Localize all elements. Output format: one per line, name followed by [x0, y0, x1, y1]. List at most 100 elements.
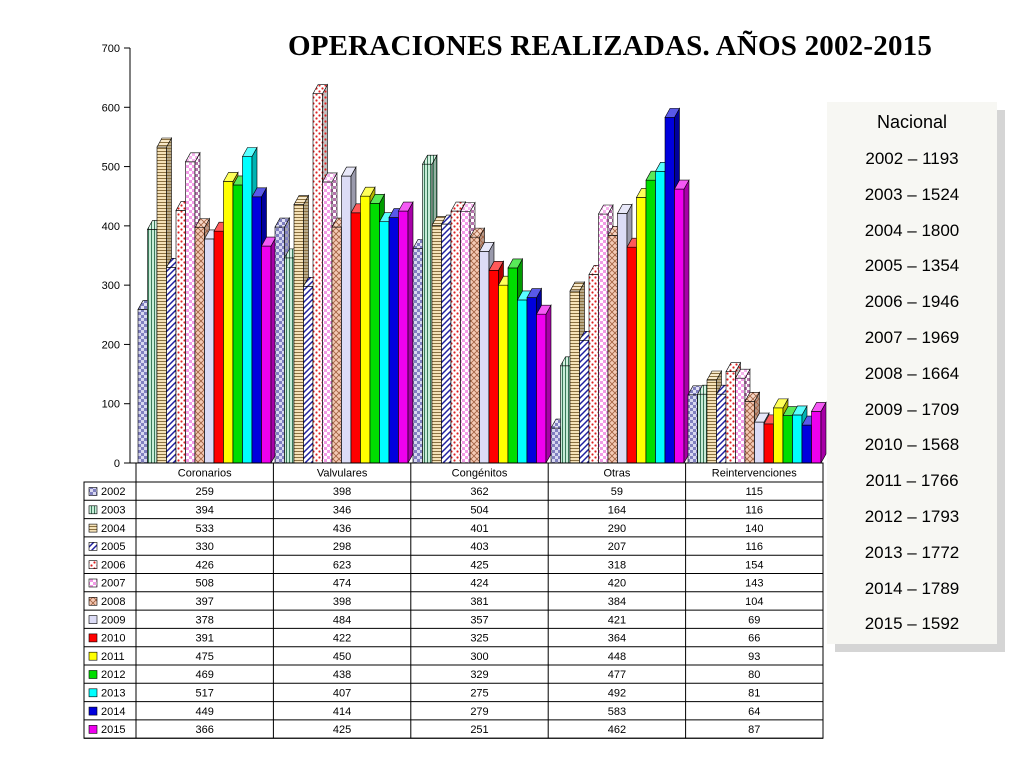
table-cell: 93	[748, 651, 760, 663]
nacional-item: 2012 – 1793	[864, 507, 960, 526]
y-tick-label: 700	[102, 43, 120, 55]
table-cell: 623	[333, 559, 351, 571]
nacional-item: 2013 – 1772	[864, 542, 960, 562]
table-cell: 398	[333, 486, 351, 498]
table-cell: 104	[745, 596, 763, 608]
table-cell: 116	[746, 505, 764, 517]
table-cell: 477	[608, 669, 626, 681]
table-cell: 300	[470, 651, 488, 663]
table-cell: 207	[608, 541, 626, 553]
table-cell: 69	[748, 614, 760, 626]
table-cell: 583	[608, 706, 626, 718]
series-label: 2011	[101, 651, 125, 663]
nacional-item: 2002 – 1193	[865, 149, 959, 168]
series-label: 2002	[101, 486, 125, 498]
series-label: 2008	[101, 596, 125, 608]
table-cell: 366	[196, 724, 214, 736]
category-label: Otras	[603, 468, 630, 480]
table-cell: 425	[333, 724, 351, 736]
legend-swatch	[88, 615, 98, 624]
legend-swatch	[88, 560, 98, 570]
table-cell: 154	[745, 559, 763, 571]
table-cell: 362	[470, 486, 488, 498]
data-table: Coronarios Valvulares Congénitos Otras Reint…	[83, 462, 824, 739]
nacional-item: 2014 – 1789	[864, 578, 960, 598]
nacional-panel: Nacional 2002 – 1193 2003 – 1524 2004 – 18…	[827, 102, 997, 644]
table-cell: 81	[748, 688, 760, 700]
table-cell: 436	[333, 523, 351, 535]
bar	[397, 200, 414, 465]
nacional-item: 2009 – 1709	[864, 399, 960, 419]
table-cell: 80	[748, 669, 760, 681]
table-cell: 115	[746, 486, 764, 498]
table-cell: 391	[196, 633, 214, 645]
table-cell: 357	[470, 614, 488, 626]
table-cell: 275	[470, 688, 488, 700]
series-label: 2003	[101, 505, 125, 517]
category-label: Reintervenciones	[712, 468, 797, 480]
nacional-item: 2006 – 1946	[864, 292, 960, 312]
series-label: 2004	[101, 523, 125, 535]
legend-swatch	[88, 578, 98, 588]
series-label: 2010	[101, 633, 125, 645]
table-cell: 401	[470, 523, 488, 535]
legend-swatch	[88, 651, 98, 661]
table-cell: 533	[196, 523, 214, 535]
table-cell: 398	[333, 596, 351, 608]
table-cell: 59	[611, 486, 623, 498]
category-label: Coronarios	[178, 468, 232, 480]
table-cell: 251	[470, 724, 488, 736]
bar	[673, 178, 690, 465]
nacional-item: 2005 – 1354	[864, 256, 960, 276]
nacional-item: 2008 – 1664	[864, 363, 960, 383]
table-cell: 469	[196, 669, 214, 681]
bar	[260, 235, 277, 465]
series-label: 2015	[101, 724, 125, 736]
series-label: 2005	[101, 541, 125, 553]
y-tick-label: 500	[102, 162, 120, 174]
nacional-item: 2007 – 1969	[864, 328, 960, 347]
y-tick-label: 200	[102, 339, 120, 351]
category-label: Congénitos	[452, 468, 508, 480]
table-cell: 378	[196, 614, 214, 626]
table-cell: 64	[748, 706, 760, 718]
table-cell: 384	[608, 596, 626, 608]
table-cell: 421	[608, 614, 626, 626]
nacional-item: 2015 – 1592	[864, 614, 960, 634]
table-cell: 484	[333, 614, 351, 626]
bar	[535, 304, 552, 465]
table-cell: 492	[608, 688, 626, 700]
table-cell: 438	[333, 669, 351, 681]
table-cell: 116	[746, 541, 764, 553]
table-cell: 504	[470, 505, 488, 517]
y-tick-label: 600	[102, 102, 120, 114]
legend-swatch	[88, 688, 98, 698]
y-tick-label: 300	[102, 280, 120, 292]
legend-swatch	[88, 725, 98, 734]
table-cell: 330	[196, 541, 214, 553]
table-cell: 425	[470, 559, 488, 571]
table-cell: 414	[333, 706, 351, 718]
y-tick-label: 100	[102, 399, 120, 411]
table-cell: 508	[196, 578, 214, 590]
table-cell: 143	[745, 578, 763, 590]
chart-title: OPERACIONES REALIZADAS. AÑOS 2002-2015	[287, 30, 933, 62]
table-cell: 66	[748, 633, 760, 645]
table-cell: 450	[333, 651, 351, 663]
table-cell: 290	[608, 523, 626, 535]
legend-swatch	[88, 523, 98, 533]
table-cell: 407	[333, 688, 351, 700]
legend-swatch	[88, 542, 98, 551]
table-cell: 87	[748, 724, 760, 736]
legend-swatch	[88, 706, 98, 716]
y-tick-label: 0	[114, 458, 120, 470]
table-cell: 298	[333, 541, 351, 553]
legend-swatch	[88, 487, 98, 496]
table-cell: 474	[333, 578, 351, 590]
table-cell: 394	[196, 505, 214, 517]
table-cell: 164	[608, 505, 626, 517]
series-label: 2013	[101, 688, 125, 700]
table-cell: 420	[608, 578, 626, 590]
table-cell: 318	[608, 559, 626, 571]
